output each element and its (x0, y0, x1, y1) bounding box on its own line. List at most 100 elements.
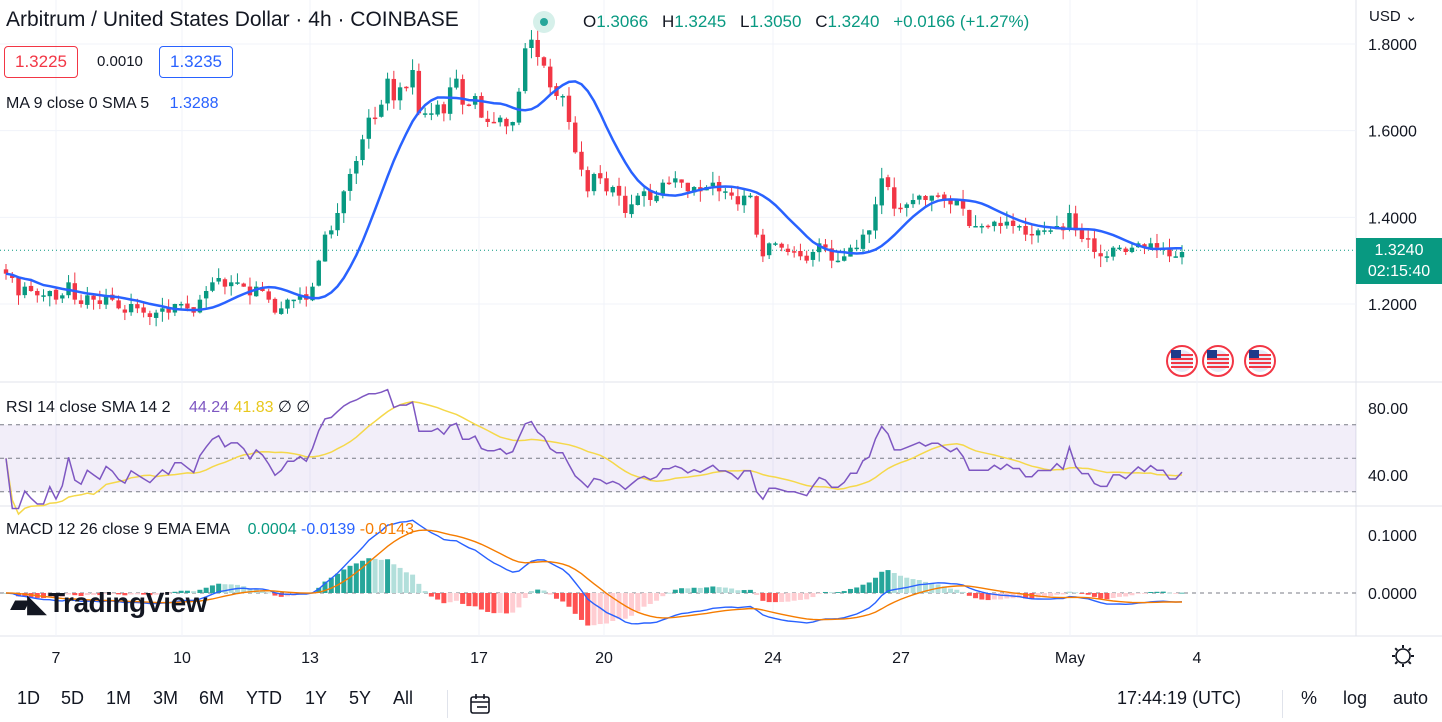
range-1m[interactable]: 1M (106, 688, 132, 708)
candle-body (379, 104, 384, 117)
macd-histogram-bar (172, 591, 178, 593)
macd-histogram-bar (103, 593, 109, 594)
macd-histogram-bar (1129, 593, 1135, 596)
time-tick-label: 7 (52, 650, 61, 667)
macd-histogram-bar (560, 593, 566, 602)
macd-histogram-bar (335, 573, 341, 593)
candle-body (166, 307, 171, 313)
clock-time[interactable]: 17:44:19 (UTC) (1117, 688, 1242, 708)
range-1y[interactable]: 1Y (305, 688, 328, 708)
candle-body (391, 78, 397, 101)
candle-body (648, 190, 653, 200)
chart-canvas[interactable]: 1.8000 1.6000 1.4000 1.2000 7 10 13 17 20 24 27 May… (0, 0, 1442, 688)
macd-histogram-bar (84, 593, 90, 596)
macd-histogram-bar (923, 581, 929, 593)
macd-histogram-bar (679, 588, 685, 593)
macd-histogram-bar (460, 593, 466, 604)
candle-body (1023, 225, 1028, 235)
candle-body (760, 234, 766, 257)
macd-histogram-bar (829, 592, 835, 594)
market-status-icon[interactable] (533, 11, 555, 33)
ma-legend[interactable]: MA 9 close 0 SMA 5 1.3288 (6, 95, 219, 112)
range-3m[interactable]: 3M (153, 688, 179, 708)
macd-histogram-bar (998, 593, 1004, 600)
log-toggle[interactable]: log (1343, 688, 1368, 708)
range-all[interactable]: All (393, 688, 414, 708)
candle-body (422, 113, 428, 115)
range-5d[interactable]: 5D (61, 688, 85, 708)
macd-histogram-bar (66, 593, 72, 595)
macd-histogram-bar (810, 593, 816, 598)
candle-body (573, 122, 578, 153)
macd-legend[interactable]: MACD 12 26 close 9 EMA EMA 0.0004 -0.013… (6, 521, 415, 538)
candle-body (923, 195, 928, 200)
candle-body (879, 178, 884, 206)
sell-button[interactable]: 1.3225 (4, 46, 78, 78)
change-value: +0.0166 (+1.27%) (893, 12, 1030, 31)
macd-histogram-bar (729, 588, 735, 593)
candle-body (16, 277, 21, 296)
range-5y[interactable]: 5Y (349, 688, 372, 708)
candle-body (10, 274, 15, 278)
price-tick-label: 1.8000 (1368, 37, 1417, 54)
us-flag-event-icon[interactable] (1244, 345, 1276, 377)
settings-gear-icon[interactable] (1392, 645, 1414, 667)
candle-body (160, 308, 165, 312)
us-flag-event-icon[interactable] (1202, 345, 1234, 377)
us-flag-event-icon[interactable] (1166, 345, 1198, 377)
macd-histogram-bar (222, 584, 228, 593)
candle-body (998, 222, 1003, 226)
candle-body (679, 179, 684, 183)
macd-histogram-bar (485, 593, 491, 612)
macd-histogram-bar (16, 593, 22, 597)
auto-toggle[interactable]: auto (1393, 688, 1429, 708)
macd-histogram-bar (1166, 592, 1172, 594)
candle-body (297, 295, 303, 300)
candle-body (798, 250, 803, 257)
percent-toggle[interactable]: % (1301, 688, 1318, 708)
ohlc-readout: O1.3066 H1.3245 L1.3050 C1.3240 +0.0166 … (583, 12, 1030, 31)
rsi-tick-label: 80.00 (1368, 401, 1408, 418)
macd-histogram-bar (241, 586, 247, 593)
macd-histogram-bar (1035, 593, 1041, 598)
macd-histogram-bar (422, 591, 428, 593)
currency-selector[interactable]: USD ⌄ (1369, 8, 1418, 25)
chevron-down-icon: ⌄ (1404, 8, 1418, 25)
price-tick-label: 1.4000 (1368, 210, 1417, 227)
macd-histogram-bar (1048, 593, 1054, 597)
buy-button[interactable]: 1.3235 (159, 46, 233, 78)
candle-body (654, 195, 659, 202)
rsi-legend[interactable]: RSI 14 close SMA 14 2 44.24 41.83 ∅ ∅ (6, 399, 311, 416)
candle-body (228, 282, 234, 287)
range-6m[interactable]: 6M (199, 688, 225, 708)
candle-body (854, 247, 859, 250)
macd-histogram-bar (954, 589, 960, 593)
macd-histogram-bar (447, 593, 453, 603)
range-1d[interactable]: 1D (17, 688, 41, 708)
macd-histogram-bar (541, 590, 547, 593)
calendar-range-icon[interactable] (468, 692, 492, 716)
tradingview-logo[interactable]: ▰◣ TradingView (10, 587, 207, 618)
candle-body (992, 221, 997, 227)
macd-histogram-bar (360, 560, 366, 593)
time-tick-label: 20 (595, 650, 613, 667)
event-flags[interactable] (1166, 345, 1276, 377)
macd-histogram-bar (1116, 593, 1122, 597)
macd-histogram-bar (629, 593, 635, 616)
range-ytd[interactable]: YTD (246, 688, 282, 708)
candle-body (548, 66, 553, 88)
macd-histogram-bar (516, 593, 522, 608)
candle-body (898, 207, 903, 210)
candle-body (967, 209, 972, 226)
macd-histogram-bar (616, 593, 622, 620)
macd-histogram-bar (785, 593, 791, 602)
symbol-title[interactable]: Arbitrum / United States Dollar · 4h · C… (6, 8, 459, 31)
candle-body (660, 182, 666, 196)
candle-body (779, 243, 784, 248)
macd-histogram-bar (153, 593, 159, 595)
macd-histogram-bar (1123, 593, 1129, 597)
macd-histogram-bar (91, 593, 97, 595)
candle-body (447, 87, 453, 114)
macd-histogram-bar (566, 593, 572, 607)
candle-body (235, 282, 240, 284)
